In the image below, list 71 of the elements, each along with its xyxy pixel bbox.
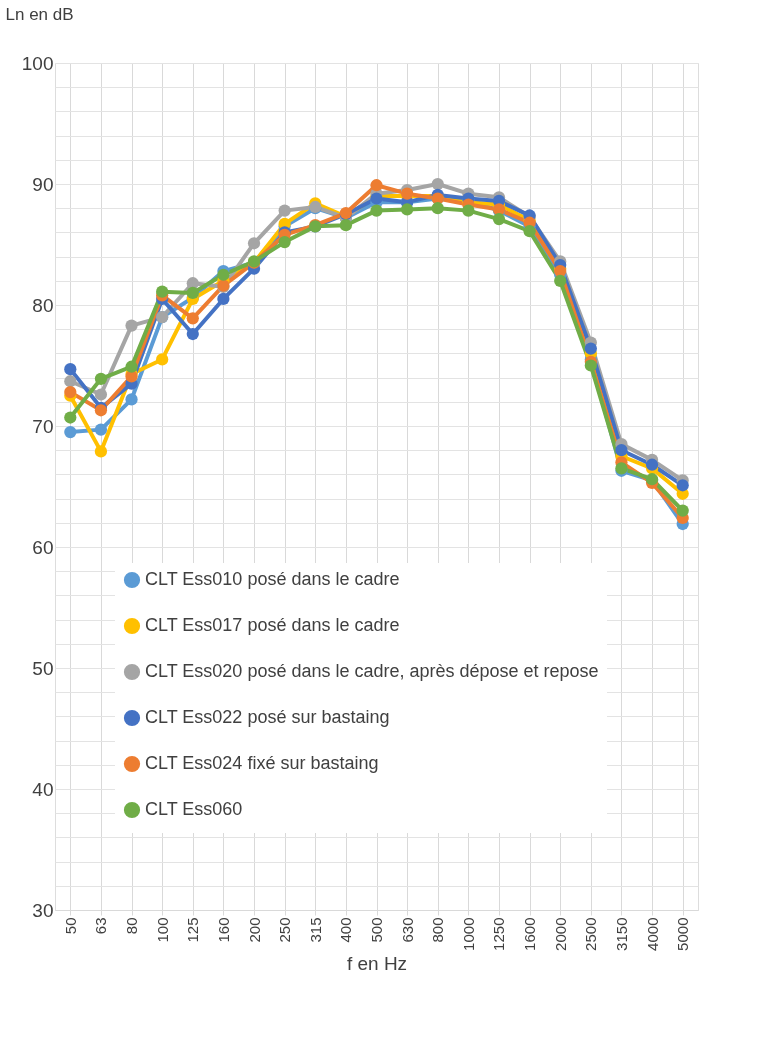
point [584,342,597,355]
point [278,204,291,217]
x-tick-label: 160 [214,917,232,943]
x-tick-label: 2000 [551,917,569,951]
y-tick-label: 90 [32,173,54,195]
point [64,425,77,439]
point [186,312,199,325]
x-axis-title: f en Hz [346,952,408,974]
x-tick-label: 315 [306,917,324,943]
x-tick-label: 5000 [674,917,692,951]
point [64,363,77,376]
point [217,292,230,306]
legend-label: CLT Ess010 posé dans le cadre [145,569,400,589]
legend-label: CLT Ess022 posé sur bastaing [145,707,390,727]
point [431,202,444,215]
y-tick-label: 40 [32,778,54,800]
point [125,360,138,373]
point [370,204,383,217]
point [64,375,77,388]
point [125,393,138,406]
y-tick-label: 50 [32,657,54,679]
legend-label: CLT Ess020 posé dans le cadre, après dépose et repose [145,661,599,681]
y-tick-label: 80 [32,294,54,316]
legend-label: CLT Ess017 posé dans le cadre [145,615,400,635]
x-tick-label: 250 [276,917,294,943]
point [247,237,261,250]
point [370,179,383,192]
y-tick-label: 60 [32,536,54,558]
x-tick-label: 63 [92,917,110,935]
point [554,274,567,287]
x-tick-label: 4000 [643,917,661,951]
point [462,204,475,217]
x-tick-label: 50 [61,917,79,935]
x-tick-label: 400 [337,917,355,943]
point [645,458,659,471]
point [186,327,199,341]
point [94,388,108,401]
point [584,359,597,372]
x-tick-label: 500 [368,917,385,943]
point [431,177,444,191]
x-tick-label: 100 [153,917,171,943]
point [125,319,138,332]
legend-label: CLT Ess060 [145,799,243,819]
x-tick-label: 1600 [521,917,539,951]
point [492,212,506,226]
x-tick-label: 3150 [612,917,630,951]
y-tick-label: 30 [32,899,54,921]
point [676,479,689,492]
x-tick-label: 1000 [459,917,477,951]
point [94,445,108,458]
point [615,444,628,457]
y-tick-label: 100 [21,52,54,74]
point [186,286,199,300]
point [94,372,108,385]
x-tick-label: 200 [245,917,263,943]
x-tick-label: 800 [429,917,447,943]
x-tick-label: 2500 [582,917,600,951]
point [676,504,689,517]
point [94,423,108,436]
x-tick-label: 630 [398,917,416,943]
y-axis-title: Ln en dB [5,4,74,24]
y-tick-label: 70 [32,415,54,437]
point [156,353,169,366]
point [64,411,77,424]
point [278,235,291,249]
x-tick-label: 1250 [490,917,508,951]
point [401,203,414,216]
legend-label: CLT Ess024 fixé sur bastaing [145,753,379,773]
x-tick-label: 125 [184,917,202,943]
x-tick-label: 80 [123,917,141,935]
point [156,285,169,298]
